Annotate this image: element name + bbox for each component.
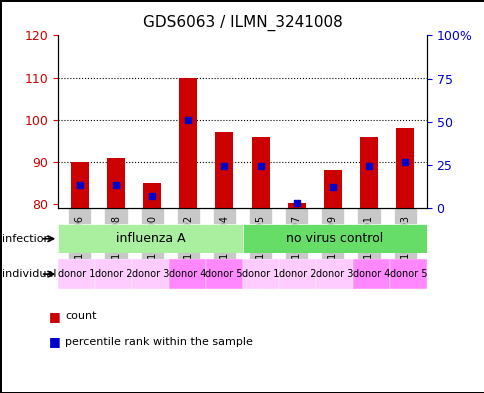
Text: ■: ■ — [48, 310, 60, 323]
Bar — [359, 137, 377, 208]
Text: count: count — [65, 311, 97, 321]
Text: donor 4: donor 4 — [168, 269, 206, 279]
Text: infection: infection — [2, 234, 51, 244]
Bar — [251, 137, 269, 208]
Text: donor 3: donor 3 — [131, 269, 169, 279]
Text: influenza A: influenza A — [115, 232, 185, 245]
Text: donor 5: donor 5 — [389, 269, 426, 279]
FancyBboxPatch shape — [389, 259, 426, 289]
Text: donor 1: donor 1 — [242, 269, 279, 279]
Text: donor 2: donor 2 — [278, 269, 316, 279]
Bar — [215, 132, 233, 208]
FancyBboxPatch shape — [58, 224, 242, 253]
Text: individual: individual — [2, 269, 57, 279]
Bar — [107, 158, 125, 208]
FancyBboxPatch shape — [279, 259, 316, 289]
FancyBboxPatch shape — [95, 259, 132, 289]
Title: GDS6063 / ILMN_3241008: GDS6063 / ILMN_3241008 — [142, 15, 342, 31]
Text: no virus control: no virus control — [286, 232, 382, 245]
FancyBboxPatch shape — [205, 259, 242, 289]
Text: donor 2: donor 2 — [94, 269, 132, 279]
Bar — [287, 203, 305, 208]
Text: donor 1: donor 1 — [58, 269, 95, 279]
FancyBboxPatch shape — [242, 259, 279, 289]
Text: percentile rank within the sample: percentile rank within the sample — [65, 337, 253, 347]
FancyBboxPatch shape — [58, 259, 95, 289]
Text: donor 4: donor 4 — [352, 269, 390, 279]
FancyBboxPatch shape — [352, 259, 389, 289]
Text: ■: ■ — [48, 335, 60, 349]
Bar — [71, 162, 89, 208]
Bar — [143, 183, 161, 208]
FancyBboxPatch shape — [242, 224, 426, 253]
Bar — [395, 128, 413, 208]
Bar — [179, 77, 197, 208]
Text: donor 5: donor 5 — [205, 269, 242, 279]
Bar — [323, 170, 341, 208]
FancyBboxPatch shape — [168, 259, 205, 289]
FancyBboxPatch shape — [132, 259, 168, 289]
Text: donor 3: donor 3 — [315, 269, 353, 279]
FancyBboxPatch shape — [316, 259, 352, 289]
